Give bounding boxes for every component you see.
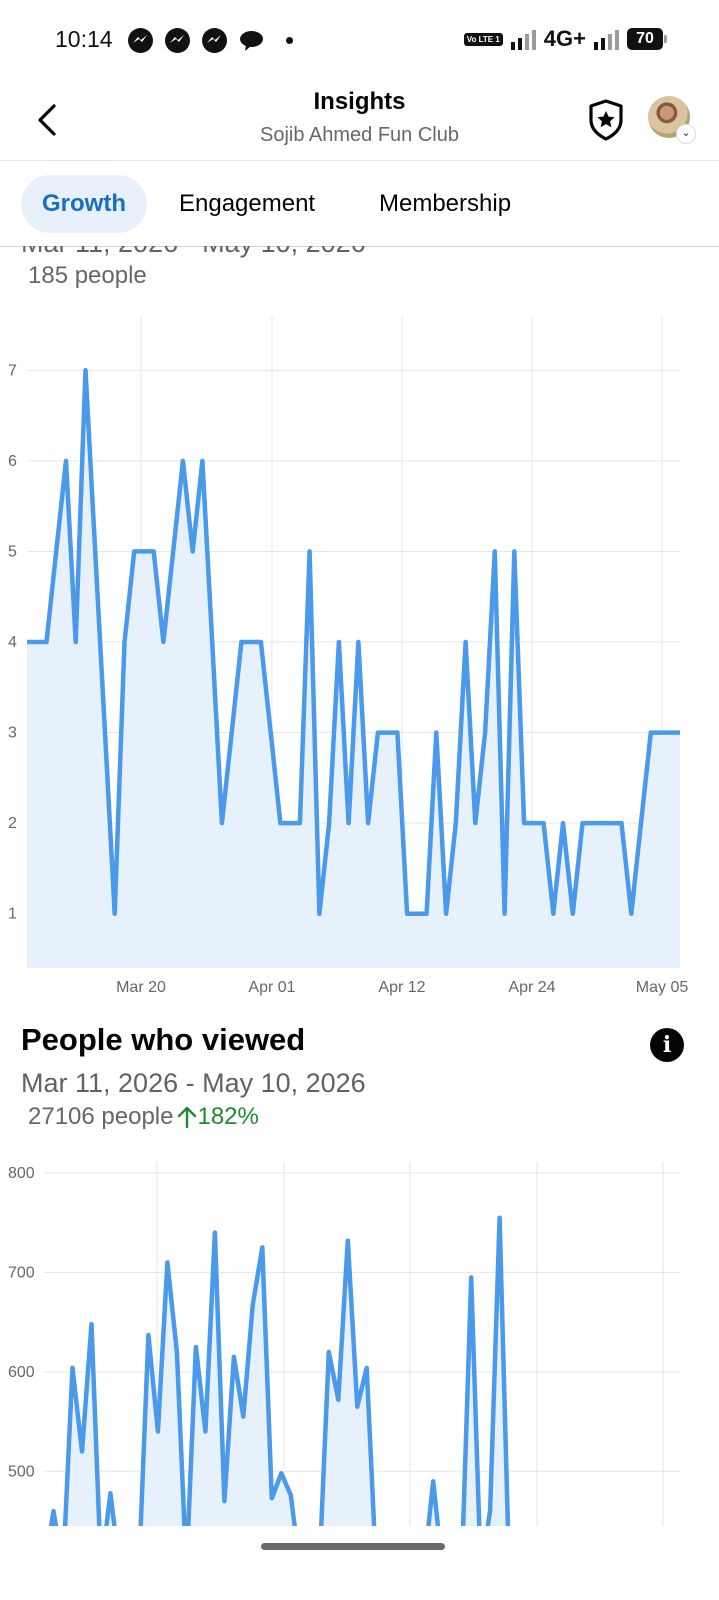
dot-icon [286,37,293,44]
notification-icons [128,28,293,53]
messenger-icon [165,28,190,53]
status-bar: 10:14 Vo LTE 1 4G+ 70 [0,0,719,84]
y-tick-label: 2 [8,815,17,832]
x-tick-label: Apr 24 [508,979,555,996]
x-tick-label: May 05 [636,979,689,996]
admin-tools-button[interactable] [586,98,626,142]
y-tick-label: 1 [8,906,17,923]
header: Insights Sojib Ahmed Fun Club ⌄ [0,84,719,161]
series-line [48,1215,511,1526]
system-icons: Vo LTE 1 4G+ 70 [463,26,667,52]
home-indicator[interactable] [261,1543,445,1550]
signal-icon-2 [594,28,619,50]
x-tick-label: Mar 20 [116,979,166,996]
y-tick-label: 800 [8,1165,35,1182]
series-area [27,370,680,968]
y-tick-label: 6 [8,453,17,470]
viewers-line-chart: 500 600 700 800 [8,1162,680,1526]
x-tick-label: Apr 12 [378,979,425,996]
y-tick-label: 5 [8,543,17,560]
shield-star-icon [589,99,623,141]
section1-date-range: Mar 11, 2026 - May 10, 2026 [21,228,366,258]
status-time: 10:14 [55,26,113,52]
chat-bubble-icon [239,30,264,52]
tab-membership[interactable]: Membership [379,190,512,217]
arrow-up-icon [178,1106,197,1129]
network-type: 4G+ [543,26,586,51]
y-tick-label: 500 [8,1463,35,1480]
battery-icon: 70 [627,28,667,50]
chevron-down-icon: ⌄ [676,124,696,144]
group-name: Sojib Ahmed Fun Club [259,124,459,146]
x-tick-label: Apr 01 [248,979,295,996]
growth-line-chart: 1 2 3 4 5 6 7 Mar 20 Apr 01 Apr 12 Apr 24 May 05 [8,316,689,996]
messenger-icon [202,28,227,53]
signal-icon [510,28,536,50]
section2-count: 27106 people [28,1103,174,1130]
section-title: People who viewed [21,1022,306,1057]
tab-growth[interactable]: Growth [21,175,147,233]
info-icon[interactable]: i [650,1028,684,1062]
chevron-left-icon [38,104,56,136]
growth-percent: 182% [197,1103,259,1130]
section2-count-row: 27106 people 182% [28,1103,259,1131]
volte-icon: Vo LTE 1 [463,32,503,46]
y-tick-label: 3 [8,725,17,742]
section1-count: 185 people [28,262,147,289]
insights-tabs: Growth Engagement Membership [0,161,719,247]
back-button[interactable] [30,100,66,140]
y-tick-label: 7 [8,362,17,379]
series-line [27,368,680,916]
messenger-icon [128,28,153,53]
y-tick-label: 600 [8,1364,35,1381]
series-area [44,1217,680,1526]
section2-date-range: Mar 11, 2026 - May 10, 2026 [21,1068,366,1098]
tab-engagement[interactable]: Engagement [179,190,316,217]
y-tick-label: 4 [8,634,17,651]
profile-switcher[interactable]: ⌄ [648,96,696,144]
page-title: Insights [313,88,406,115]
y-tick-label: 700 [8,1264,35,1281]
growth-indicator: 182% [177,1103,259,1131]
